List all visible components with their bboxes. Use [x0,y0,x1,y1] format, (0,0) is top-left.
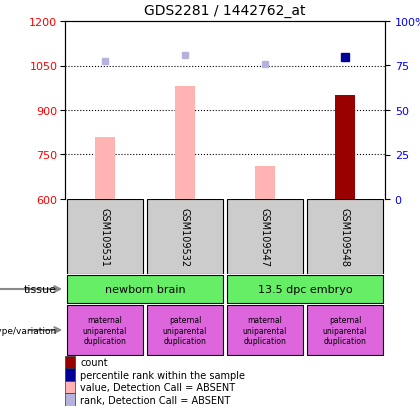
Bar [255,167,275,199]
Bar [175,87,195,199]
Bar [65,368,75,381]
Text: maternal
uniparental
duplication: maternal uniparental duplication [83,316,127,345]
Text: GSM109547: GSM109547 [260,207,270,266]
Bar [335,96,355,199]
Bar [65,356,75,368]
Text: maternal
uniparental
duplication: maternal uniparental duplication [243,316,287,345]
Text: rank, Detection Call = ABSENT: rank, Detection Call = ABSENT [80,395,231,405]
Text: paternal
uniparental
duplication: paternal uniparental duplication [323,316,367,345]
Bar [67,275,223,304]
Bar [147,305,223,355]
Text: genotype/variation: genotype/variation [0,326,57,335]
Bar [307,199,383,274]
Bar [67,199,143,274]
Bar [65,381,75,393]
Text: percentile rank within the sample: percentile rank within the sample [80,370,245,380]
Bar [227,275,383,304]
Text: 13.5 dpc embryo: 13.5 dpc embryo [258,284,352,294]
Text: tissue: tissue [24,284,57,294]
Text: GSM109531: GSM109531 [100,207,110,266]
Text: GSM109532: GSM109532 [180,207,190,266]
Text: paternal
uniparental
duplication: paternal uniparental duplication [163,316,207,345]
Text: count: count [80,357,108,367]
Text: GSM109548: GSM109548 [340,207,350,266]
Bar [65,393,75,406]
Title: GDS2281 / 1442762_at: GDS2281 / 1442762_at [144,4,306,18]
Bar [67,305,143,355]
Bar [307,305,383,355]
Text: newborn brain: newborn brain [105,284,185,294]
Bar [227,305,303,355]
Bar [95,138,115,199]
Bar [147,199,223,274]
Bar [227,199,303,274]
Text: value, Detection Call = ABSENT: value, Detection Call = ABSENT [80,382,236,392]
